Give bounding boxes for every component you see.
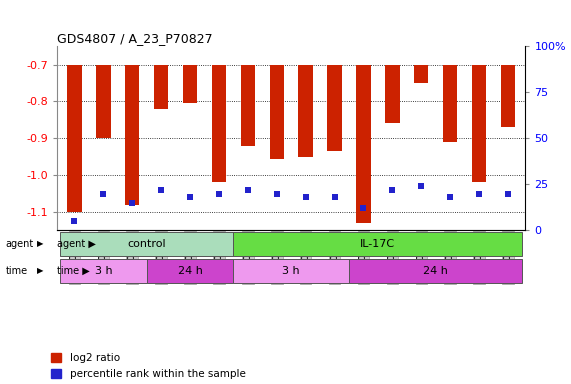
Text: agent: agent [6, 239, 34, 249]
Bar [299, 65, 313, 157]
Bar [212, 65, 226, 182]
Bar [270, 65, 284, 159]
Text: 3 h: 3 h [95, 266, 112, 276]
Text: time: time [6, 266, 28, 276]
Bar [240, 65, 255, 146]
Text: ▶: ▶ [37, 239, 43, 248]
Bar [385, 65, 400, 124]
Text: IL-17C: IL-17C [360, 239, 396, 249]
Legend: log2 ratio, percentile rank within the sample: log2 ratio, percentile rank within the s… [51, 353, 246, 379]
Text: 24 h: 24 h [178, 266, 203, 276]
Bar [147, 259, 234, 283]
Bar [356, 65, 371, 223]
Bar [472, 65, 486, 182]
Bar [414, 65, 428, 83]
Bar [96, 65, 111, 138]
Bar [349, 259, 522, 283]
Text: 3 h: 3 h [283, 266, 300, 276]
Bar [60, 259, 147, 283]
Bar [327, 65, 342, 151]
Bar [154, 65, 168, 109]
Bar [501, 65, 515, 127]
Bar [234, 232, 522, 256]
Text: 24 h: 24 h [423, 266, 448, 276]
Text: GDS4807 / A_23_P70827: GDS4807 / A_23_P70827 [57, 32, 213, 45]
Bar [125, 65, 139, 205]
Bar [67, 65, 82, 212]
Bar [443, 65, 457, 142]
Bar [234, 259, 349, 283]
Text: agent ▶: agent ▶ [57, 239, 96, 249]
Text: control: control [127, 239, 166, 249]
Text: time ▶: time ▶ [57, 266, 90, 276]
Bar [60, 232, 234, 256]
Bar [183, 65, 197, 103]
Text: ▶: ▶ [37, 266, 43, 275]
